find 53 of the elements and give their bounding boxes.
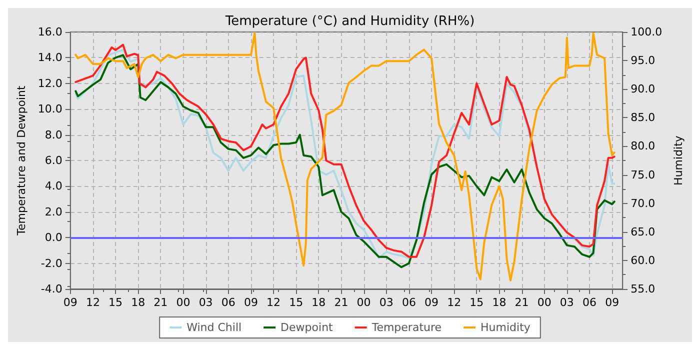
y-tick-label: -2.0 [40, 256, 62, 270]
y-tick-label: 12.0 [38, 76, 62, 90]
x-tick-label: 09 [605, 296, 620, 309]
x-tick-label: 18 [492, 296, 506, 309]
x-tick-label: 21 [514, 296, 529, 309]
x-tick-label: 03 [560, 296, 574, 309]
y2-tick-label: 90.0 [630, 82, 656, 96]
chart-title: Temperature (°C) and Humidity (RH%) [224, 14, 475, 29]
x-tick-label: 09 [244, 296, 258, 309]
x-tick-label: 09 [63, 296, 78, 309]
x-tick-label: 15 [108, 296, 123, 309]
y-tick-label: 6.0 [44, 154, 62, 167]
x-tick-label: 03 [379, 296, 394, 309]
y2-tick-label: 55.0 [630, 282, 656, 296]
x-tick-label: 12 [447, 296, 462, 309]
x-tick-label: 06 [402, 296, 416, 309]
x-tick-label: 21 [154, 296, 168, 309]
y-tick-label: 16.0 [38, 26, 62, 38]
y2-tick-label: 65.0 [630, 225, 656, 238]
x-tick-label: 12 [86, 296, 100, 309]
x-tick-label: 06 [221, 296, 236, 309]
x-tick-label: 06 [582, 296, 597, 309]
y2-tick-label: 95.0 [630, 54, 656, 68]
legend-label: Wind Chill [186, 321, 242, 334]
x-tick-label: 12 [266, 296, 281, 309]
y2-tick-label: 100.0 [630, 26, 662, 38]
y-tick-label: 4.0 [44, 180, 62, 193]
y2-tick-label: 85.0 [630, 111, 656, 124]
x-tick-label: 18 [131, 296, 146, 309]
y-axis-title: Temperature and Dewpoint [15, 84, 28, 236]
y-tick-label: 0.0 [44, 231, 62, 244]
y2-tick-label: 80.0 [630, 140, 656, 153]
x-tick-label: 15 [470, 296, 484, 309]
y2-tick-label: 60.0 [630, 254, 656, 267]
x-tick-label: 15 [289, 296, 304, 309]
x-tick-label: 21 [334, 296, 348, 309]
x-tick-label: 18 [312, 296, 326, 309]
x-tick-label: 00 [356, 296, 371, 309]
y-tick-label: 2.0 [44, 205, 62, 218]
y-tick-label: -4.0 [40, 282, 62, 296]
y-tick-label: 10.0 [38, 102, 62, 116]
x-tick-label: 00 [537, 296, 552, 309]
y2-tick-label: 70.0 [630, 196, 656, 210]
y2-tick-label: 75.0 [630, 168, 656, 182]
legend-label: Humidity [480, 321, 531, 334]
y2-axis-title: Humidity [672, 135, 685, 186]
y-tick-label: 8.0 [44, 128, 62, 142]
legend-label: Temperature [370, 321, 442, 334]
x-tick-label: 03 [198, 296, 213, 309]
legend-label: Dewpoint [280, 321, 334, 334]
y-tick-label: 14.0 [38, 51, 62, 64]
x-tick-label: 09 [424, 296, 439, 309]
x-tick-label: 00 [176, 296, 190, 309]
